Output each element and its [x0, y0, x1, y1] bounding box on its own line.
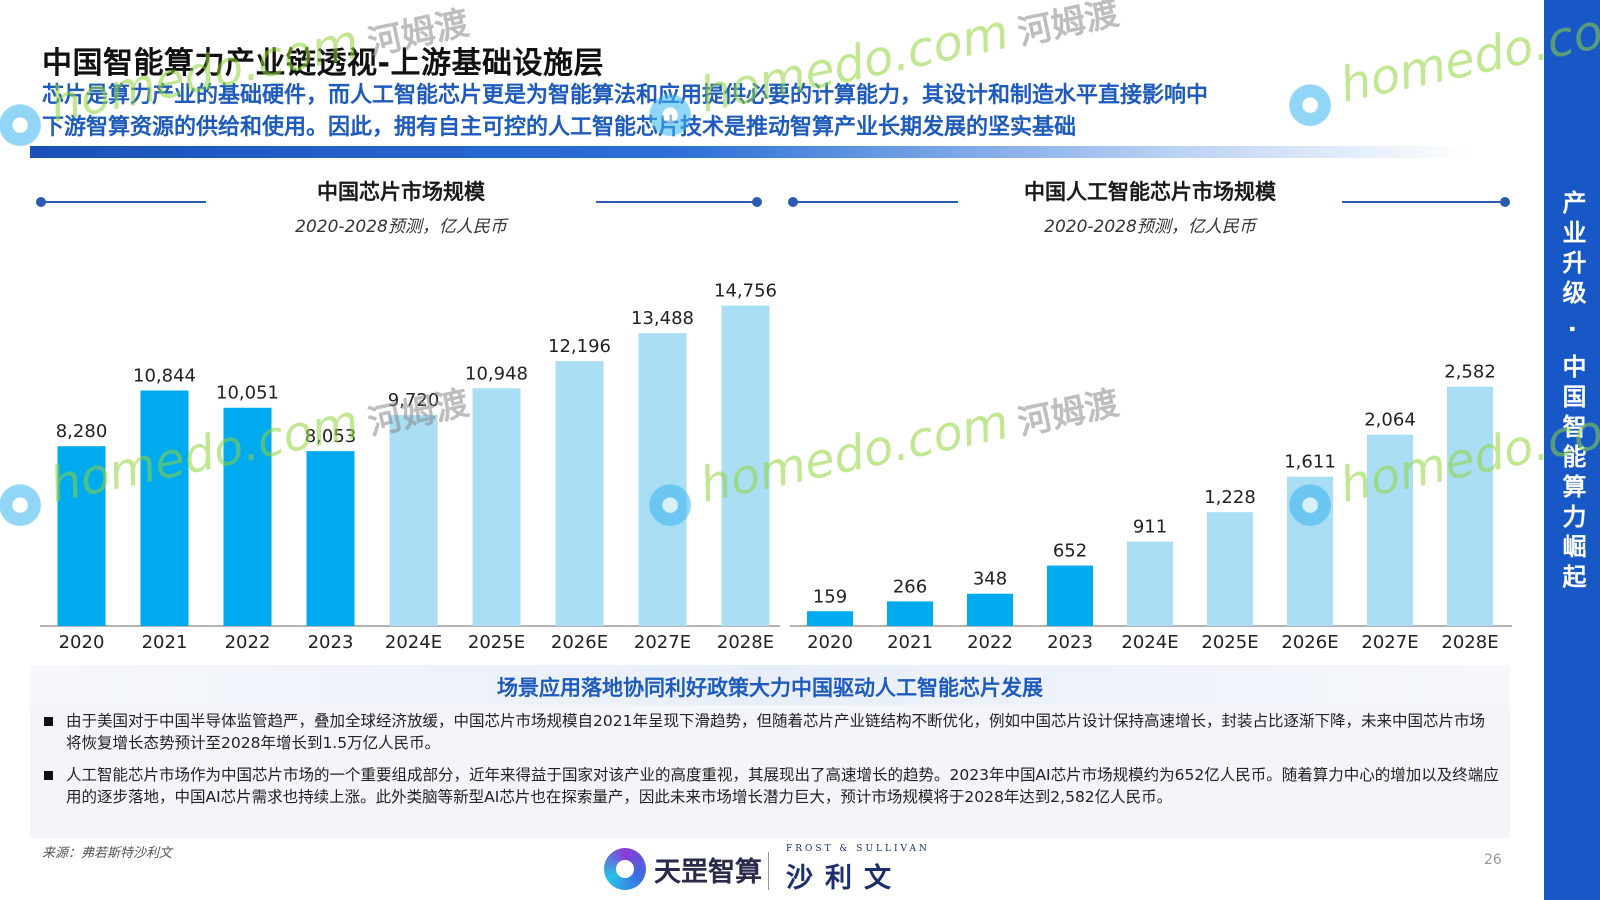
chart-1-category-label: 2027E	[634, 632, 691, 653]
bullet-square-icon	[44, 717, 53, 726]
chart-2-category-label: 2021	[887, 632, 933, 653]
summary-bullet-text: 由于美国对于中国半导体监管趋严，叠加全球经济放缓，中国芯片市场规模自2021年呈…	[66, 712, 1485, 752]
page-number: 26	[1484, 852, 1502, 868]
chart-1-bar	[389, 414, 438, 626]
chart-2-value-label: 2,064	[1364, 410, 1416, 431]
chart-1-bar	[472, 388, 521, 626]
chart-1-category-label: 2024E	[385, 632, 442, 653]
chart-2-value-label: 2,582	[1444, 362, 1496, 383]
chart-2-value-label: 348	[973, 569, 1007, 590]
chart-1-value-label: 10,051	[216, 383, 279, 404]
chart-2-bar	[1287, 476, 1333, 626]
chart-1-category-label: 2020	[59, 632, 105, 653]
header-line	[40, 201, 206, 203]
chart-2-title: 中国人工智能芯片市场规模	[1024, 180, 1276, 204]
summary-background	[30, 705, 1510, 838]
chart-2-bar	[1127, 541, 1173, 626]
chart-1-title: 中国芯片市场规模	[317, 180, 485, 204]
tiangang-logo-icon	[604, 848, 646, 890]
page-title: 中国智能算力产业链透视-上游基础设施层	[42, 46, 604, 81]
chart-2-category-label: 2023	[1047, 632, 1093, 653]
chart-2-value-label: 911	[1133, 517, 1167, 538]
chart-1-bar	[721, 305, 770, 626]
chart-2-header: 中国人工智能芯片市场规模 2020-2028预测，亿人民币	[958, 176, 1342, 237]
header-dot	[1500, 197, 1510, 207]
chart-1-header: 中国芯片市场规模 2020-2028预测，亿人民币	[206, 176, 596, 237]
title-divider	[30, 146, 1470, 158]
subtitle-line-1: 芯片是算力产业的基础硬件，而人工智能芯片更是为智能算法和应用提供必要的计算能力，…	[42, 83, 1209, 108]
chart-2-bar	[887, 601, 933, 626]
chart-1-value-label: 8,053	[305, 426, 357, 447]
header-line	[1342, 201, 1506, 203]
summary-band	[30, 665, 1510, 705]
chart-2-bar	[1207, 512, 1253, 626]
chart-1-category-label: 2025E	[468, 632, 525, 653]
side-label: 产业升级 · 中国智能算力崛起	[1558, 190, 1586, 594]
chart-1-bar	[57, 446, 106, 626]
chart-1-bar	[223, 407, 272, 626]
frost-sullivan-logo-cn: 沙利文	[786, 863, 903, 894]
page-subtitle: 芯片是算力产业的基础硬件，而人工智能芯片更是为智能算法和应用提供必要的计算能力，…	[42, 80, 1482, 144]
chart-1-bar	[555, 361, 604, 626]
frost-sullivan-logo: FROST & SULLIVAN 沙利文	[786, 844, 930, 895]
chart-1-category-label: 2022	[225, 632, 271, 653]
chart-2-category-label: 2024E	[1121, 632, 1178, 653]
subtitle-line-2: 下游智算资源的供给和使用。因此，拥有自主可控的人工智能芯片技术是推动智算产业长期…	[42, 115, 1077, 140]
chart-2-bar	[1447, 386, 1493, 626]
chart-2-value-label: 159	[813, 586, 847, 607]
chart-1-value-label: 13,488	[631, 308, 694, 329]
chart-2-category-label: 2026E	[1281, 632, 1338, 653]
logo-divider	[768, 852, 769, 890]
chart-1-value-label: 14,756	[714, 281, 777, 302]
chart-1-category-label: 2026E	[551, 632, 608, 653]
tiangang-logo-text: 天罡智算	[654, 856, 762, 888]
header-dot	[752, 197, 762, 207]
chart-2-value-label: 1,228	[1204, 487, 1256, 508]
chart-2-bar	[807, 611, 853, 626]
chart-1-value-label: 12,196	[548, 336, 611, 357]
chart-1-value-label: 8,280	[56, 421, 108, 442]
chart-2-category-label: 2022	[967, 632, 1013, 653]
summary-bullet-text: 人工智能芯片市场作为中国芯片市场的一个重要组成部分，近年来得益于国家对该产业的高…	[66, 766, 1499, 806]
source-note: 来源：弗若斯特沙利文	[42, 846, 173, 861]
chart-2-value-label: 1,611	[1284, 452, 1336, 473]
chart-1-subtitle: 2020-2028预测，亿人民币	[295, 217, 507, 237]
summary-heading: 场景应用落地协同利好政策大力中国驱动人工智能芯片发展	[497, 676, 1043, 700]
chart-2-bar	[1047, 565, 1093, 626]
tiangang-logo: 天罡智算	[604, 848, 762, 890]
chart-1-value-label: 9,720	[388, 390, 440, 411]
frost-sullivan-logo-en: FROST & SULLIVAN	[786, 844, 930, 854]
chart-2-category-label: 2027E	[1361, 632, 1418, 653]
summary-bullet: 由于美国对于中国半导体监管趋严，叠加全球经济放缓，中国芯片市场规模自2021年呈…	[44, 710, 1500, 754]
chart-1-value-label: 10,948	[465, 363, 528, 384]
chart-1-value-label: 10,844	[133, 366, 196, 387]
chart-1-bar	[306, 451, 355, 626]
chart-2-value-label: 652	[1053, 541, 1087, 562]
chart-2-bar	[967, 593, 1013, 626]
chart-2-subtitle: 2020-2028预测，亿人民币	[1044, 217, 1256, 237]
chart-2-bar	[1367, 434, 1413, 626]
chart-1-bar	[638, 333, 687, 626]
chart-1-category-label: 2021	[142, 632, 188, 653]
header-line	[792, 201, 958, 203]
chart-2-category-label: 2025E	[1201, 632, 1258, 653]
chart-1-category-label: 2028E	[717, 632, 774, 653]
chart-1-category-label: 2023	[308, 632, 354, 653]
chart-2-value-label: 266	[893, 576, 927, 597]
bullet-square-icon	[44, 771, 53, 780]
chart-1-bar	[140, 390, 189, 626]
summary-bullet: 人工智能芯片市场作为中国芯片市场的一个重要组成部分，近年来得益于国家对该产业的高…	[44, 764, 1500, 808]
chart-2-category-label: 2028E	[1441, 632, 1498, 653]
side-band	[1544, 0, 1600, 900]
chart-2-category-label: 2020	[807, 632, 853, 653]
header-line	[596, 201, 756, 203]
